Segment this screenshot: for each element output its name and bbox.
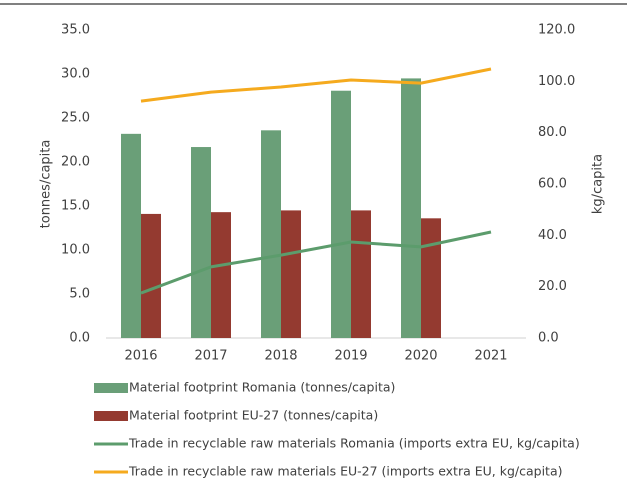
legend-swatch: [94, 411, 128, 421]
y2-tick-label: 80.0: [538, 125, 567, 140]
bar: [121, 133, 141, 338]
y-tick-label: 35.0: [61, 23, 90, 38]
bar: [191, 147, 211, 338]
x-tick-label: 2019: [334, 349, 367, 364]
y2-tick-label: 0.0: [538, 331, 559, 346]
bar: [331, 90, 351, 338]
y2-tick-label: 60.0: [538, 177, 567, 192]
y-tick-label: 0.0: [69, 331, 90, 346]
bar: [141, 213, 161, 338]
y2-tick-label: 20.0: [538, 279, 567, 294]
y-tick-label: 20.0: [61, 155, 90, 170]
y2-tick-label: 40.0: [538, 228, 567, 243]
bar: [211, 212, 231, 338]
legend-swatch: [94, 383, 128, 393]
x-tick-label: 2021: [474, 349, 507, 364]
legend-label: Trade in recyclable raw materials Romani…: [128, 436, 580, 451]
y2-tick-label: 120.0: [538, 23, 575, 38]
line: [140, 230, 492, 295]
y-tick-label: 10.0: [61, 243, 90, 258]
bar: [421, 218, 441, 338]
bar: [261, 130, 281, 338]
y-tick-label: 5.0: [69, 287, 90, 302]
y-axis-label: tonnes/capita: [39, 140, 54, 229]
bar: [281, 210, 301, 338]
line: [140, 67, 492, 103]
x-tick-label: 2018: [264, 349, 297, 364]
bar: [351, 210, 371, 338]
y-tick-label: 25.0: [61, 111, 90, 126]
bar: [401, 78, 421, 339]
legend-label: Material footprint Romania (tonnes/capit…: [129, 380, 395, 395]
x-tick-label: 2020: [404, 349, 437, 364]
y2-tick-label: 100.0: [538, 74, 575, 89]
y-tick-label: 15.0: [61, 199, 90, 214]
legend-label: Material footprint EU-27 (tonnes/capita): [129, 408, 378, 423]
x-tick-label: 2017: [194, 349, 227, 364]
y-tick-label: 30.0: [61, 67, 90, 82]
y2-axis-label: kg/capita: [591, 154, 606, 214]
legend-label: Trade in recyclable raw materials EU-27 …: [128, 464, 563, 479]
x-tick-label: 2016: [124, 349, 157, 364]
